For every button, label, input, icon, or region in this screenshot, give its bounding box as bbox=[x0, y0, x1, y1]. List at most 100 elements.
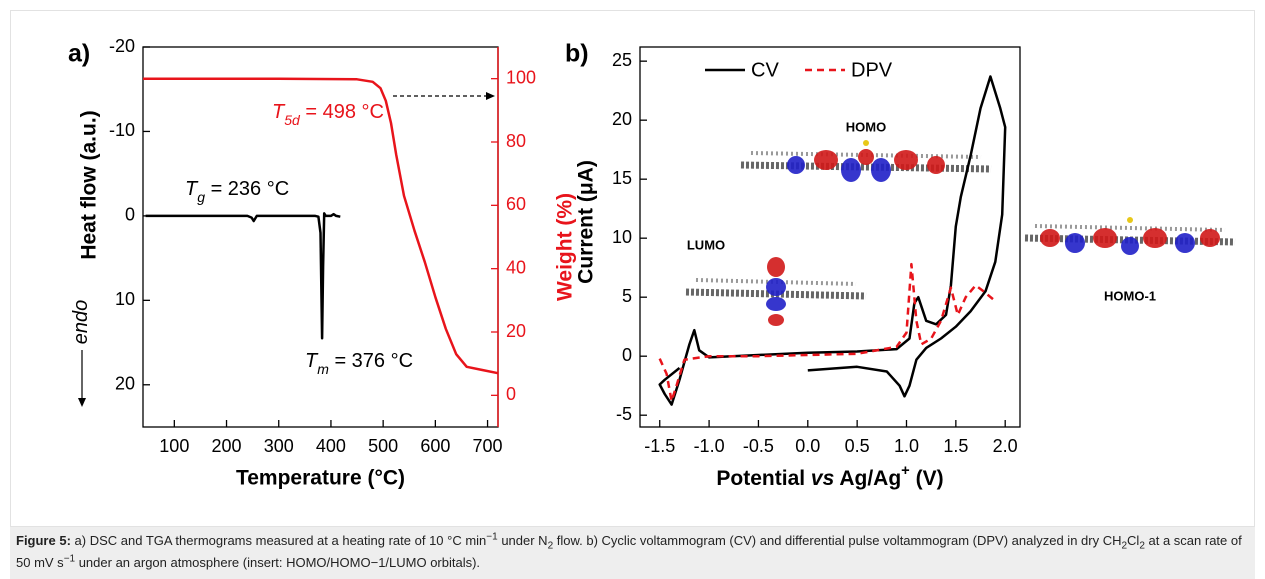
orbital-lobe bbox=[787, 156, 805, 174]
annotation: endo bbox=[70, 300, 92, 345]
x-tick-label: 200 bbox=[212, 436, 242, 456]
text-part: Potential bbox=[716, 467, 811, 490]
y-tick-label: 10 bbox=[115, 289, 135, 309]
y-tick-label: 0 bbox=[125, 205, 135, 225]
caption-text: Figure 5: bbox=[16, 533, 71, 548]
orbital-lobe bbox=[894, 150, 918, 170]
caption-text: 2 bbox=[1121, 540, 1128, 552]
text-part: endo bbox=[70, 300, 92, 345]
caption-text: 2 bbox=[1139, 540, 1145, 552]
orbital-image bbox=[740, 140, 992, 182]
text-part: m bbox=[317, 361, 329, 377]
text-part: T bbox=[185, 178, 199, 200]
orbital-lobe bbox=[766, 297, 786, 311]
panel-label: a) bbox=[68, 40, 90, 68]
x-tick-label: -1.0 bbox=[694, 436, 725, 456]
text-part: = 498 °C bbox=[300, 101, 384, 123]
x-tick-label: 100 bbox=[159, 436, 189, 456]
x-tick-label: 700 bbox=[473, 436, 503, 456]
orbital-lobe bbox=[766, 278, 786, 296]
annotation: T5d = 498 °C bbox=[272, 101, 384, 127]
annotation: Tg = 236 °C bbox=[185, 178, 289, 204]
text-part: = 236 °C bbox=[205, 178, 289, 200]
caption-text: Cl bbox=[1127, 533, 1140, 548]
series-line bbox=[143, 77, 499, 375]
x-axis-title: Potential vs Ag/Ag+ (V) bbox=[716, 463, 943, 490]
legend-label: DPV bbox=[851, 59, 893, 81]
y2-tick-label: 60 bbox=[506, 194, 526, 214]
y-axis-title: Heat flow (a.u.) bbox=[78, 110, 101, 259]
caption-text: at a scan rate of 50 mV s bbox=[16, 533, 1242, 570]
annotation: LUMO bbox=[687, 237, 725, 252]
x-tick-label: 300 bbox=[264, 436, 294, 456]
y2-tick-label: 80 bbox=[506, 131, 526, 151]
y-tick-label: 5 bbox=[622, 286, 632, 306]
y-tick-label: 20 bbox=[115, 374, 135, 394]
annotation: HOMO-1 bbox=[1104, 288, 1156, 303]
y2-axis-title: Weight (%) bbox=[554, 193, 577, 301]
y2-tick-label: 20 bbox=[506, 321, 526, 341]
caption-text: a) DSC and TGA thermograms measured at a… bbox=[70, 533, 487, 548]
y-tick-label: 25 bbox=[612, 50, 632, 70]
legend-label: CV bbox=[751, 59, 779, 81]
y2-tick-label: 0 bbox=[506, 384, 516, 404]
caption-text: −1 bbox=[63, 553, 76, 565]
annotation: Tm = 376 °C bbox=[305, 350, 413, 376]
orbital-lobe bbox=[858, 149, 874, 165]
molecule-backbone bbox=[1034, 224, 1226, 232]
caption-text: under N bbox=[497, 533, 548, 548]
text-part: = 376 °C bbox=[329, 350, 413, 372]
y-tick-label: 0 bbox=[622, 345, 632, 365]
series-line bbox=[658, 75, 1007, 406]
orbital-lobe bbox=[1065, 233, 1085, 253]
plot-frame bbox=[639, 46, 1021, 428]
y-axis-title: Current (μA) bbox=[575, 160, 598, 284]
x-tick-label: 1.5 bbox=[943, 436, 968, 456]
orbital-lobe bbox=[927, 156, 945, 174]
orbital-lobe bbox=[1121, 237, 1139, 255]
figure: a)100 200 300 400 500 600 700-20-1001020020406… bbox=[10, 10, 1255, 527]
y-tick-label: 10 bbox=[612, 227, 632, 247]
orbital-lobe bbox=[1040, 229, 1060, 247]
orbital-image bbox=[685, 257, 867, 326]
orbital-lobe bbox=[871, 158, 891, 182]
orbital-lobe bbox=[767, 257, 785, 277]
caption-text: under an argon atmosphere (insert: HOMO/… bbox=[75, 555, 481, 570]
x-tick-label: 0.0 bbox=[795, 436, 820, 456]
orbital-lobe bbox=[863, 140, 869, 146]
y2-tick-label: 40 bbox=[506, 257, 526, 277]
molecule-backbone bbox=[740, 161, 992, 173]
orbital-lobe bbox=[841, 158, 861, 182]
text-part: (V) bbox=[910, 467, 944, 490]
text-part: vs bbox=[811, 467, 834, 490]
orbital-lobe bbox=[1175, 233, 1195, 253]
x-tick-label: -0.5 bbox=[743, 436, 774, 456]
orbital-lobe bbox=[1093, 228, 1117, 248]
x-tick-label: -1.5 bbox=[644, 436, 675, 456]
orbital-lobe bbox=[1200, 229, 1220, 247]
series-line bbox=[145, 212, 341, 340]
y-tick-label: -5 bbox=[616, 404, 632, 424]
y-tick-label: -20 bbox=[109, 36, 135, 56]
x-tick-label: 500 bbox=[368, 436, 398, 456]
orbital-lobe bbox=[1143, 228, 1167, 248]
series-line bbox=[658, 262, 995, 403]
orbital-lobe bbox=[1127, 217, 1133, 223]
caption-text: −1 bbox=[486, 531, 498, 543]
text-part: + bbox=[901, 463, 910, 479]
annotation: HOMO bbox=[846, 119, 886, 134]
y-tick-label: -10 bbox=[109, 120, 135, 140]
caption-text: flow. b) Cyclic voltammogram (CV) and di… bbox=[553, 533, 1122, 548]
text-part: 5d bbox=[284, 112, 301, 128]
annotation-arrow bbox=[78, 92, 495, 407]
text-part: g bbox=[197, 189, 205, 205]
y-tick-label: 20 bbox=[612, 109, 632, 129]
text-part: Ag/Ag bbox=[834, 467, 901, 490]
y-tick-label: 15 bbox=[612, 168, 632, 188]
caption: Figure 5: a) DSC and TGA thermograms mea… bbox=[10, 527, 1255, 579]
text-part: T bbox=[305, 350, 319, 372]
y2-tick-label: 100 bbox=[506, 67, 536, 87]
x-tick-label: 400 bbox=[316, 436, 346, 456]
x-tick-label: 600 bbox=[420, 436, 450, 456]
